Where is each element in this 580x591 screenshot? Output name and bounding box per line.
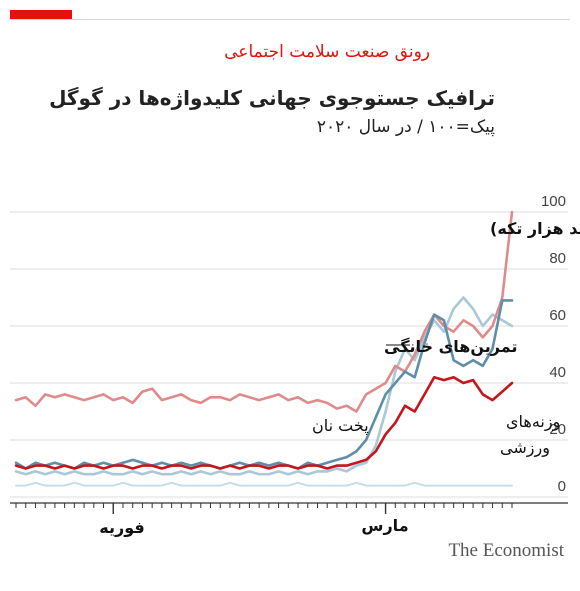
- series-line-0: [14, 210, 514, 413]
- annotation-home-workout: تمرین‌های خانگی: [384, 337, 517, 356]
- series-line-3: [14, 296, 514, 476]
- y-tick-40: 40: [549, 364, 566, 381]
- y-tick-80: 80: [549, 250, 566, 267]
- chart-kicker: رونق صنعت سلامت اجتماعی: [224, 42, 430, 62]
- chart-title: ترافیک جستوجوی جهانی کلیدواژه‌ها در گوگل: [49, 86, 495, 110]
- chart-subtitle: پیک=۱۰۰ / در سال ۲۰۲۰: [316, 117, 495, 137]
- y-tick-60: 60: [549, 307, 566, 324]
- x-label-march: مارس: [361, 516, 408, 535]
- annotation-bread: پخت نان: [312, 416, 369, 436]
- y-tick-labels: 0 20 40 60 80 100: [541, 193, 566, 495]
- top-divider: [10, 19, 570, 20]
- y-tick-20: 20: [549, 421, 566, 438]
- series-line-4: [15, 481, 513, 487]
- publisher-brand: The Economist: [448, 540, 564, 561]
- annotation-dumbbells-line2: ورزشی: [500, 438, 550, 458]
- series-line-1: [14, 299, 514, 470]
- annotation-dumbbells-line1: وزنه‌های: [506, 412, 560, 432]
- x-axis: [10, 502, 568, 514]
- y-tick-0: 0: [558, 478, 566, 495]
- series-line-2: [14, 376, 514, 470]
- annotation-jigsaw: جیگساو(پازل‌های چند هزار تکه): [490, 219, 580, 239]
- brand-accent-bar: [10, 10, 72, 20]
- x-label-february: فوریه: [99, 518, 144, 537]
- series-lines: [14, 210, 514, 487]
- y-tick-100: 100: [541, 193, 566, 210]
